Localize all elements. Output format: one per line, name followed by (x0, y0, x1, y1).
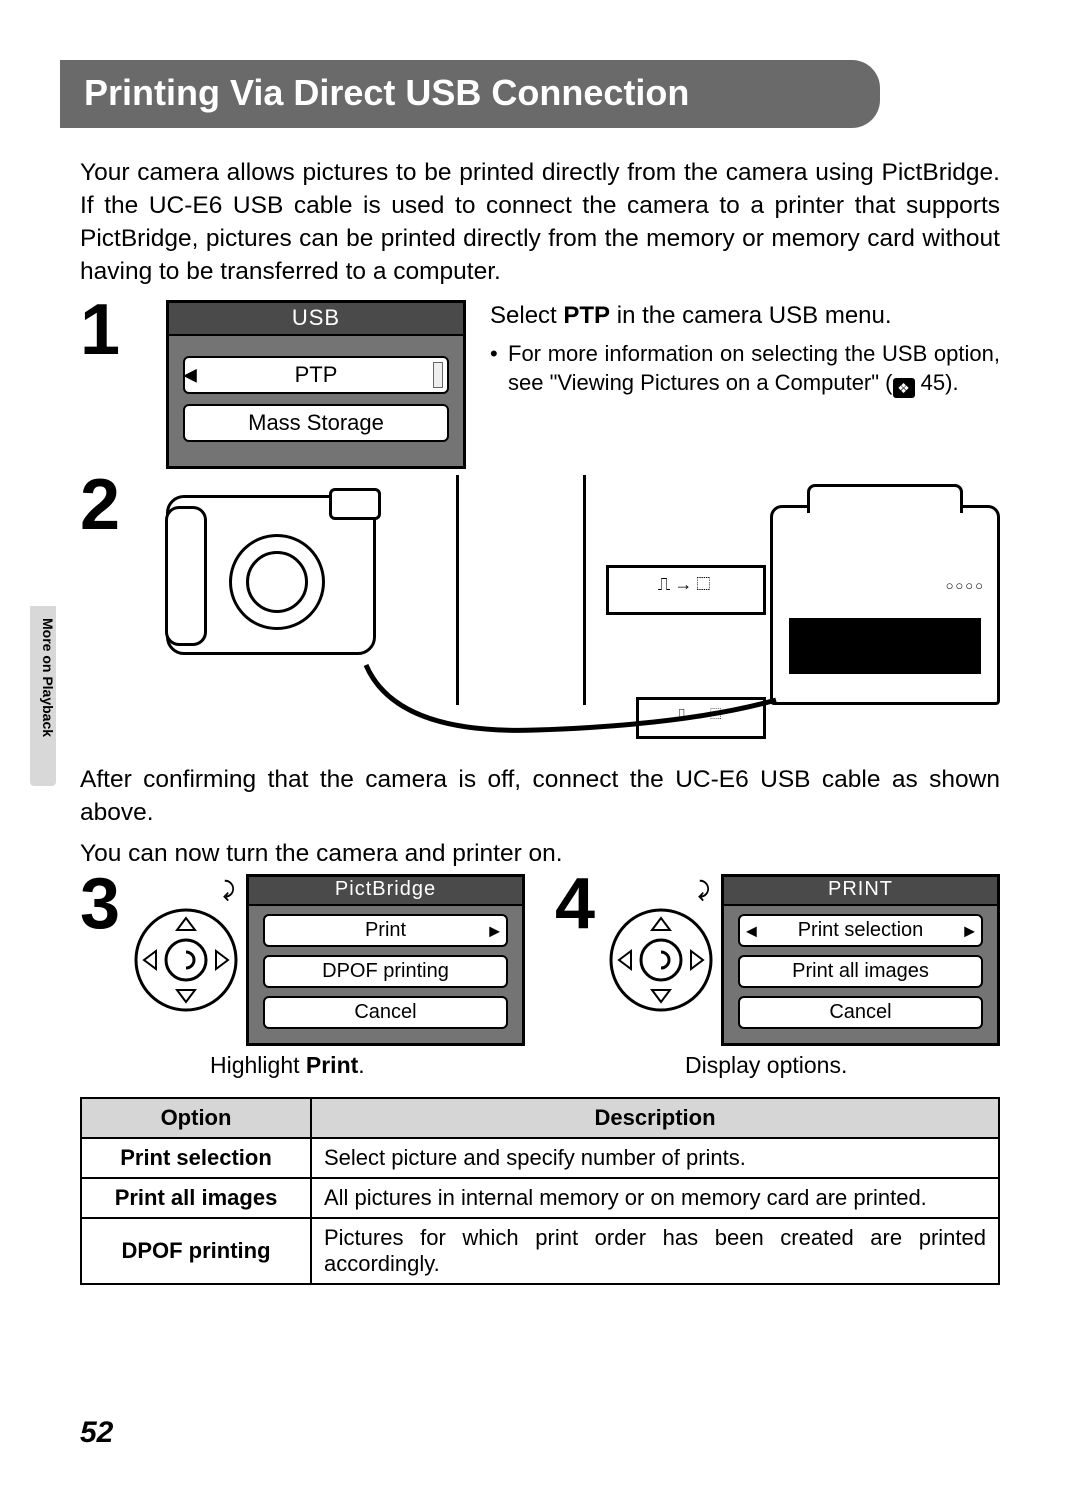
step-number-2: 2 (80, 475, 136, 536)
step1-instruction-pre: Select (490, 302, 563, 329)
step-1-instruction: Select PTP in the camera USB menu. For m… (490, 300, 1000, 398)
pictbridge-logo-icon-2: ⤸ (698, 879, 710, 902)
step3-caption-pre: Highlight (210, 1052, 306, 1078)
reference-icon: ❖ (893, 378, 915, 398)
step3-caption-post: . (358, 1052, 364, 1078)
usb-menu-screen: USB ◀ PTP Mass Storage (166, 300, 466, 469)
table-row: Print all images All pictures in interna… (81, 1178, 999, 1218)
desc-cell: Pictures for which print order has been … (311, 1218, 999, 1284)
usb-option-ptp: ◀ PTP (183, 356, 449, 394)
option-cell: Print all images (81, 1178, 311, 1218)
usb-option-mass-storage: Mass Storage (183, 404, 449, 442)
pictbridge-option-dpof-label: DPOF printing (322, 960, 449, 982)
print-option-selection-label: Print selection (798, 919, 924, 941)
pictbridge-title: PictBridge (249, 877, 522, 906)
usb-option-mass-label: Mass Storage (248, 410, 384, 435)
step1-bullet: For more information on selecting the US… (490, 339, 1000, 399)
page-number: 52 (80, 1416, 113, 1450)
pictbridge-option-print: Print (263, 914, 508, 947)
step1-instruction-bold: PTP (563, 302, 610, 329)
pictbridge-option-cancel: Cancel (263, 996, 508, 1029)
step-2: 2 (80, 475, 1000, 755)
table-row: DPOF printing Pictures for which print o… (81, 1218, 999, 1284)
printer-icon (770, 505, 1000, 705)
step-number-4: 4 (555, 874, 601, 935)
usb-menu-title: USB (169, 303, 463, 336)
page-title-banner: Printing Via Direct USB Connection (60, 60, 880, 128)
pictbridge-option-print-label: Print (365, 919, 406, 941)
step1-instruction-post: in the camera USB menu. (610, 302, 891, 329)
step2-text-2: You can now turn the camera and printer … (80, 837, 1000, 870)
print-option-all-label: Print all images (792, 960, 929, 982)
connection-diagram (156, 475, 1000, 755)
usb-cable-icon (356, 655, 786, 745)
step3-caption: Highlight Print. (210, 1052, 525, 1079)
step4-caption: Display options. (685, 1052, 1000, 1079)
section-side-tab: More on Playback (30, 606, 56, 786)
pictbridge-logo-icon: ⤸ (223, 879, 235, 902)
desc-cell: All pictures in internal memory or on me… (311, 1178, 999, 1218)
step-4: 4 ⤸ PRINT (555, 874, 1000, 1079)
table-header-option: Option (81, 1098, 311, 1138)
step-number-1: 1 (80, 300, 136, 361)
print-option-cancel-label: Cancel (829, 1001, 891, 1023)
step-number-3: 3 (80, 874, 126, 935)
desc-cell: Select picture and specify number of pri… (311, 1138, 999, 1178)
step2-text-1: After confirming that the camera is off,… (80, 763, 1000, 829)
step-1: 1 USB ◀ PTP Mass Storage Select PTP in t… (80, 300, 1000, 469)
print-option-cancel: Cancel (738, 996, 983, 1029)
print-option-all: Print all images (738, 955, 983, 988)
print-menu-title: PRINT (724, 877, 997, 906)
option-cell: DPOF printing (81, 1218, 311, 1284)
pictbridge-option-dpof: DPOF printing (263, 955, 508, 988)
usb-connector-a-icon (606, 565, 766, 615)
pictbridge-option-cancel-label: Cancel (354, 1001, 416, 1023)
table-row: Print selection Select picture and speci… (81, 1138, 999, 1178)
arrow-left-icon: ◀ (183, 365, 197, 386)
intro-paragraph: Your camera allows pictures to be printe… (80, 156, 1000, 288)
option-cell: Print selection (81, 1138, 311, 1178)
camera-icon (166, 495, 376, 655)
print-menu-screen: ⤸ PRINT Print selection Print all images… (721, 874, 1000, 1046)
step1-bullet-ref: 45). (921, 370, 959, 395)
table-header-description: Description (311, 1098, 999, 1138)
step3-caption-bold: Print (306, 1052, 358, 1078)
options-table: Option Description Print selection Selec… (80, 1097, 1000, 1285)
pictbridge-menu-screen: ⤸ PictBridge Print DPOF printing Cancel (246, 874, 525, 1046)
table-header-row: Option Description (81, 1098, 999, 1138)
print-option-selection: Print selection (738, 914, 983, 947)
scrollbar-icon (433, 362, 443, 388)
step-3: 3 ⤸ PictBridge (80, 874, 525, 1079)
usb-option-ptp-label: PTP (295, 362, 338, 387)
